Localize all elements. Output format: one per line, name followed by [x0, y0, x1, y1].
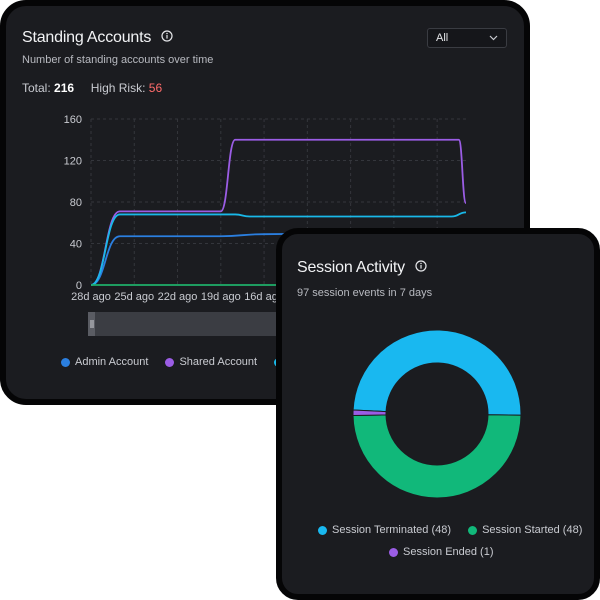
legend-dot: [468, 525, 478, 535]
legend-dot: [389, 547, 398, 557]
donut-slice-session-ended[interactable]: [352, 409, 387, 416]
high-risk-label: High Risk:: [90, 81, 146, 95]
legend-session-ended[interactable]: Session Ended (1): [389, 546, 494, 558]
session-activity-title: Session Activity: [297, 259, 427, 277]
chevron-down-icon: [489, 35, 498, 41]
series-line-1: [90, 138, 467, 286]
legend-shared-account[interactable]: Shared Account: [165, 356, 257, 368]
series-line-2: [90, 211, 467, 286]
range-scrollbar[interactable]: [88, 312, 283, 336]
legend-dot: [165, 357, 175, 367]
legend-dot: [61, 357, 70, 367]
donut-legend: Session Terminated (48) Session Started …: [318, 524, 596, 538]
x-tick-label: 16d ago: [244, 291, 284, 303]
standing-stats: Total: 216 High Risk: 56: [22, 81, 162, 95]
session-activity-title-text: Session Activity: [297, 259, 405, 277]
donut-slice-session-started[interactable]: [352, 414, 522, 499]
range-scrollbar-track[interactable]: [88, 312, 283, 336]
donut-legend-row-2: Session Ended (1): [389, 546, 508, 560]
y-tick-label: 120: [64, 156, 82, 168]
x-tick-label: 22d ago: [158, 291, 198, 303]
handle-grip-icon: [90, 320, 92, 328]
y-tick-label: 40: [70, 239, 82, 251]
legend-label: Shared Account: [179, 356, 258, 368]
filter-selected-value: All: [436, 32, 449, 44]
x-tick-label: 25d ago: [114, 291, 154, 303]
total-value: 216: [54, 81, 75, 95]
y-tick-label: 80: [70, 197, 82, 209]
session-activity-subtitle: 97 session events in 7 days: [297, 287, 433, 299]
legend-dot: [318, 525, 327, 535]
x-tick-label: 19d ago: [201, 291, 241, 303]
standing-accounts-title: Standing Accounts: [22, 29, 173, 47]
legend-session-started[interactable]: Session Started (48): [468, 524, 582, 536]
legend-label: Session Ended (1): [403, 546, 494, 558]
legend-label: Admin Account: [75, 356, 149, 368]
legend-admin-account[interactable]: Admin Account: [61, 356, 148, 368]
legend-label: Session Started (48): [482, 524, 583, 536]
info-icon[interactable]: [415, 259, 427, 277]
donut-slice-session-terminated[interactable]: [352, 329, 522, 416]
standing-accounts-subtitle: Number of standing accounts over time: [22, 54, 214, 66]
info-icon[interactable]: [161, 29, 173, 47]
line-chart-legend: Admin Account Shared Account Se: [61, 356, 316, 370]
session-activity-donut-chart: [352, 329, 522, 499]
high-risk-value: 56: [148, 81, 163, 95]
x-tick-label: 28d ago: [71, 291, 111, 303]
handle-grip-icon: [92, 320, 94, 328]
donut-slices: [352, 329, 522, 499]
legend-label: Session Terminated (48): [332, 524, 452, 536]
total-label: Total:: [22, 81, 51, 95]
standing-accounts-title-text: Standing Accounts: [22, 29, 152, 47]
legend-session-terminated[interactable]: Session Terminated (48): [318, 524, 451, 536]
y-tick-label: 160: [64, 114, 82, 126]
y-tick-label: 0: [76, 280, 82, 292]
account-filter-select[interactable]: All: [427, 28, 507, 48]
standing-accounts-card: Standing Accounts Number of standing acc…: [0, 0, 530, 405]
y-axis: 0 40 80 120 160: [64, 114, 82, 292]
session-activity-card: Session Activity 97 session events in 7 …: [276, 228, 600, 600]
